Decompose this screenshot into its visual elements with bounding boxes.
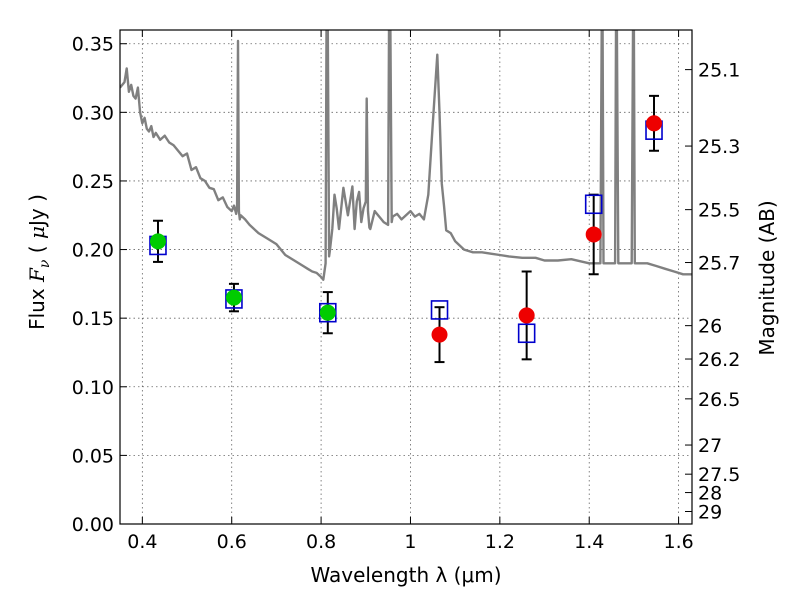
y-tick-label: 0.10 — [72, 377, 114, 399]
y2-tick-label: 25.1 — [698, 60, 740, 82]
y2-tick-label: 29 — [698, 501, 722, 523]
y2-tick-label: 25.7 — [698, 253, 740, 275]
observed-photometry-point — [585, 226, 602, 243]
y2-tick-label: 26.2 — [698, 349, 740, 371]
y-tick-label: 0.20 — [72, 240, 114, 262]
y-tick-label: 0.05 — [72, 445, 114, 467]
y-tick-label: 0.30 — [72, 102, 114, 124]
y-tick-label: 0.25 — [72, 171, 114, 193]
y-axis-title: Flux Fν ( μJy ) — [25, 194, 53, 330]
y2-tick-label: 26.5 — [698, 389, 740, 411]
ticks: 0.4 0.6 0.8 1 1.2 1.4 1.6 0.00 0.05 0.10 0.15 0.20 0… — [72, 30, 740, 553]
y2-tick-label: 25.3 — [698, 136, 740, 158]
x-tick-label: 0.8 — [306, 531, 336, 553]
markers — [149, 115, 663, 344]
error-bars — [152, 94, 660, 364]
plot-area — [120, 30, 692, 281]
x-axis-title: Wavelength λ (μm) — [310, 563, 501, 587]
x-tick-label: 1 — [404, 531, 416, 553]
model-photometry-square — [430, 300, 449, 320]
y-tick-label: 0.15 — [72, 308, 114, 330]
plot-frame — [119, 29, 693, 525]
x-tick-label: 0.6 — [217, 531, 247, 553]
y2-tick-label: 25.5 — [698, 200, 740, 222]
model-photometry-square — [517, 323, 536, 344]
observed-photometry-point — [319, 304, 336, 321]
observed-photometry-point — [431, 326, 448, 343]
grid-lines — [120, 30, 692, 525]
y-tick-label: 0.00 — [72, 514, 114, 536]
x-tick-label: 1.2 — [485, 531, 515, 553]
y-tick-label: 0.35 — [72, 34, 114, 56]
observed-photometry-point — [518, 307, 535, 324]
y2-tick-label: 27 — [698, 435, 722, 457]
observed-photometry-point — [149, 233, 166, 250]
x-tick-label: 0.4 — [127, 531, 157, 553]
observed-photometry-point — [646, 115, 663, 132]
model-spectrum-line — [120, 30, 692, 281]
x-tick-label: 1.4 — [574, 531, 604, 553]
observed-photometry-point — [225, 289, 242, 306]
y2-tick-label: 28 — [698, 483, 722, 505]
y2-tick-label: 27.5 — [698, 464, 740, 486]
y2-tick-label: 26 — [698, 316, 722, 338]
model-photometry-square — [584, 194, 603, 215]
y2-axis-title: Magnitude (AB) — [755, 200, 779, 355]
x-tick-label: 1.6 — [663, 531, 693, 553]
